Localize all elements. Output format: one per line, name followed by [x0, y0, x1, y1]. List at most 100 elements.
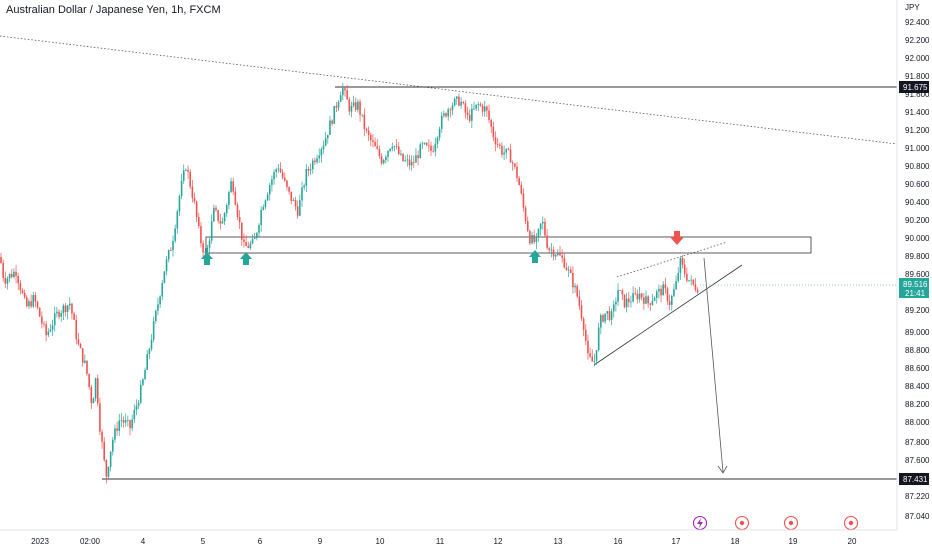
candle-body	[333, 106, 336, 124]
candle-body	[380, 156, 383, 164]
candle-body	[64, 305, 67, 313]
y-tick-label: 91.000	[905, 144, 930, 153]
candle-body	[195, 201, 198, 218]
candle-body	[382, 159, 385, 164]
candle-body	[13, 271, 15, 278]
candle-body	[494, 137, 497, 145]
candle-body	[69, 303, 71, 306]
candle-body	[327, 134, 329, 139]
candle-body	[529, 230, 531, 244]
y-tick-label: 88.400	[905, 382, 930, 391]
candle-body	[71, 303, 73, 314]
candle-body	[638, 293, 641, 300]
candle-body	[137, 402, 140, 406]
candle-body	[92, 398, 95, 404]
candle-body	[217, 210, 219, 221]
candle-body	[643, 297, 645, 304]
candle-body	[96, 378, 99, 404]
candle-body	[256, 232, 258, 238]
candle-body	[453, 98, 456, 106]
candle-body	[6, 278, 9, 284]
candle-body	[172, 240, 174, 251]
candle-body	[294, 199, 297, 207]
candle-body	[129, 420, 131, 429]
x-tick-label: 20	[848, 537, 857, 546]
candle-body	[524, 207, 527, 222]
candle-body	[344, 88, 346, 91]
candle-body	[505, 148, 508, 153]
candle-body	[451, 105, 454, 111]
candle-body	[49, 329, 52, 332]
candle-body	[473, 108, 475, 110]
resistance-price-label-bg	[899, 81, 929, 93]
wedge-upper-line	[616, 241, 728, 278]
candle-body	[135, 405, 138, 410]
candle-body	[664, 284, 667, 289]
countdown-label: 21:41	[905, 289, 926, 298]
candle-body	[303, 185, 305, 188]
candle-body	[258, 225, 260, 233]
candle-body	[163, 271, 166, 284]
candle-body	[32, 295, 35, 307]
y-tick-label: 89.800	[905, 252, 930, 261]
candle-body	[623, 294, 626, 308]
candle-body	[483, 106, 486, 112]
candle-body	[41, 316, 43, 324]
candle-body	[75, 319, 78, 340]
candle-body	[133, 409, 136, 420]
candle-body	[318, 155, 320, 159]
candle-body	[460, 101, 462, 106]
candle-body	[77, 339, 80, 344]
candle-body	[0, 257, 2, 263]
candle-body	[533, 235, 535, 243]
candle-body	[496, 144, 499, 146]
candle-body	[582, 318, 585, 330]
candle-body	[228, 192, 230, 205]
candle-body	[159, 296, 161, 305]
candle-body	[688, 280, 690, 282]
candle-body	[413, 161, 415, 163]
y-tick-label: 89.000	[905, 328, 930, 337]
x-tick-label: 5	[201, 537, 206, 546]
candle-body	[101, 431, 103, 442]
candle-body	[507, 148, 510, 150]
candle-body	[43, 323, 45, 325]
candle-body	[694, 284, 697, 290]
candle-body	[2, 262, 4, 278]
candle-body	[273, 172, 275, 180]
up-arrow-marker	[529, 250, 541, 263]
candle-body	[425, 142, 428, 146]
y-tick-label: 92.400	[905, 18, 930, 27]
y-tick-label: 91.200	[905, 126, 930, 135]
candle-body	[692, 279, 695, 285]
candle-body	[324, 138, 327, 146]
candle-body	[434, 143, 437, 152]
candle-body	[440, 115, 443, 129]
candle-body	[557, 252, 559, 256]
candle-body	[322, 145, 325, 150]
candle-body	[445, 113, 447, 117]
lightning-glyph-icon	[697, 518, 703, 528]
candle-body	[554, 255, 557, 257]
candle-body	[342, 88, 344, 96]
candle-body	[587, 340, 589, 354]
candle-body	[370, 134, 372, 141]
y-tick-label: 88.000	[905, 418, 930, 427]
candle-body	[686, 273, 688, 281]
candle-body	[234, 191, 237, 205]
candle-body	[161, 283, 164, 297]
x-tick-label: 9	[318, 537, 323, 546]
markers	[201, 231, 859, 531]
candle-body	[249, 243, 252, 248]
candle-body	[266, 194, 269, 201]
candle-body	[660, 288, 662, 296]
candle-body	[144, 369, 146, 380]
candle-body	[301, 187, 303, 201]
candle-body	[666, 288, 669, 302]
support-price-label-bg	[899, 473, 929, 485]
candle-body	[576, 285, 578, 297]
y-tick-label: 88.200	[905, 400, 930, 409]
candle-body	[296, 206, 299, 216]
candle-body	[569, 269, 572, 273]
